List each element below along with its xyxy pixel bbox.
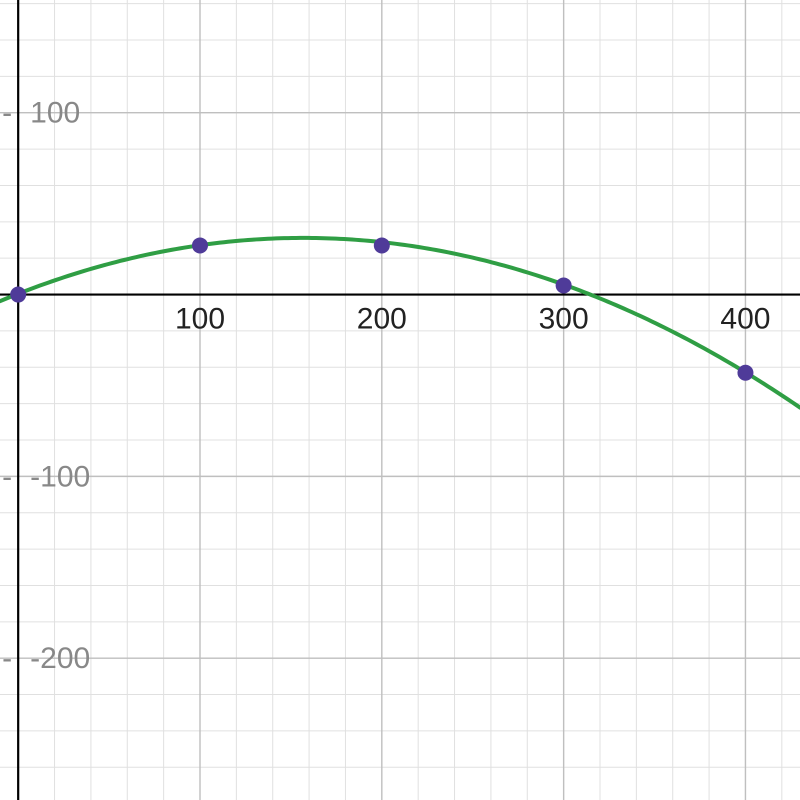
y-tick-dash: -	[2, 460, 12, 493]
y-tick-label: -200	[30, 642, 90, 675]
data-point	[374, 237, 390, 253]
data-point	[556, 277, 572, 293]
x-tick-label: 300	[539, 303, 589, 336]
x-tick-label: 200	[357, 303, 407, 336]
data-point	[737, 365, 753, 381]
data-point	[10, 287, 26, 303]
x-tick-label: 100	[175, 303, 225, 336]
x-tick-label: 400	[720, 303, 770, 336]
y-tick-label: -100	[30, 460, 90, 493]
y-tick-dash: -	[2, 97, 12, 130]
y-tick-label: 100	[30, 97, 80, 130]
data-point	[192, 237, 208, 253]
scatter-chart: 100200300400-100--100--200	[0, 0, 800, 800]
chart-bg	[0, 0, 800, 800]
y-tick-dash: -	[2, 642, 12, 675]
